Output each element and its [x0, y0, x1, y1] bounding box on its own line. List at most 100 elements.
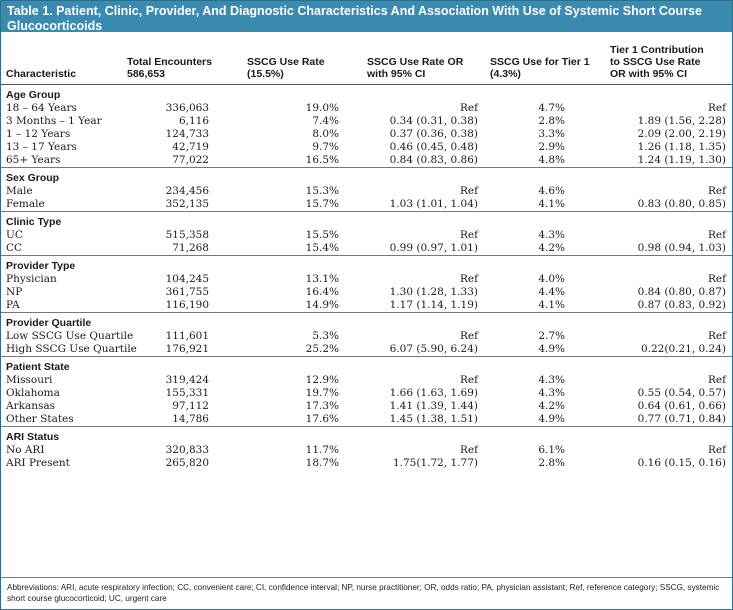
tier1-contribution-cell: 0.77 (0.71, 0.84)	[637, 412, 726, 425]
sscg-or-cell: 1.03 (1.01, 1.04)	[389, 197, 478, 210]
total-encounters-cell: 361,755	[165, 285, 209, 298]
tier1-use-cell: 6.1%	[538, 443, 565, 456]
row-label: PA	[6, 298, 20, 311]
sscg-or-cell: 1.75(1.72, 1.77)	[392, 456, 478, 469]
tier1-use-cell: 2.9%	[538, 140, 565, 153]
sscg-or-cell: 1.17 (1.14, 1.19)	[389, 298, 478, 311]
table-row: Arkansas 97,112 17.3% 1.41 (1.39, 1.44) 4.2%…	[1, 400, 732, 413]
table-row: Oklahoma 155,331 19.7% 1.66 (1.63, 1.69) 4.3…	[1, 387, 732, 400]
sscg-or-cell: Ref	[459, 272, 478, 285]
total-encounters-cell: 176,921	[165, 342, 209, 355]
tier1-contribution-cell: 0.83 (0.80, 0.85)	[637, 197, 726, 210]
table-row: 18 – 64 Years 336,063 19.0% Ref 4.7% Ref	[1, 102, 732, 115]
tier1-use-cell: 2.8%	[538, 114, 565, 127]
row-label: 13 – 17 Years	[6, 140, 77, 153]
sscg-or-cell: Ref	[459, 184, 478, 197]
tier1-contribution-cell: Ref	[707, 329, 726, 342]
sscg-or-cell: 0.37 (0.36, 0.38)	[389, 127, 478, 140]
tier1-contribution-cell: 0.98 (0.94, 1.03)	[637, 241, 726, 254]
table-row: Female 352,135 15.7% 1.03 (1.01, 1.04) 4.1% 0…	[1, 198, 732, 212]
total-encounters-cell: 265,820	[165, 456, 209, 469]
row-label: No ARI	[6, 443, 45, 456]
table-row: 3 Months – 1 Year 6,116 7.4% 0.34 (0.31, 0.…	[1, 115, 732, 128]
total-encounters-cell: 515,358	[165, 228, 209, 241]
total-encounters-cell: 116,190	[165, 298, 209, 311]
row-label: CC	[6, 241, 23, 254]
sscg-use-rate-cell: 14.9%	[305, 298, 339, 311]
group-header-row: ARI Status	[1, 425, 732, 444]
row-label: Low SSCG Use Quartile	[6, 329, 134, 342]
row-label: Female	[6, 197, 45, 210]
total-encounters-cell: 319,424	[165, 373, 209, 386]
tier1-contribution-cell: Ref	[707, 228, 726, 241]
header-sscg-use-rate: SSCG Use Rate (15.5%)	[242, 32, 362, 85]
total-encounters-cell: 14,786	[172, 412, 209, 425]
sscg-use-rate-cell: 9.7%	[312, 140, 339, 153]
group-header-row: Sex Group	[1, 166, 732, 185]
group-header-row: Patient State	[1, 355, 732, 374]
row-label: Physician	[6, 272, 57, 285]
sscg-or-cell: 1.41 (1.39, 1.44)	[389, 399, 478, 412]
table-row: Physician 104,245 13.1% Ref 4.0% Ref	[1, 273, 732, 286]
row-label: UC	[6, 228, 23, 241]
sscg-use-rate-cell: 16.5%	[305, 153, 339, 166]
total-encounters-cell: 336,063	[165, 101, 209, 114]
tier1-contribution-cell: 0.87 (0.83, 0.92)	[637, 298, 726, 311]
row-label: Male	[6, 184, 33, 197]
sscg-use-rate-cell: 7.4%	[312, 114, 339, 127]
sscg-use-rate-cell: 17.3%	[305, 399, 339, 412]
sscg-or-cell: Ref	[459, 443, 478, 456]
tier1-contribution-cell: Ref	[707, 184, 726, 197]
sscg-use-rate-cell: 11.7%	[305, 443, 339, 456]
tier1-use-cell: 4.4%	[538, 285, 565, 298]
tier1-use-cell: 4.3%	[538, 373, 565, 386]
group-header-row: Age Group	[1, 84, 732, 102]
row-label: High SSCG Use Quartile	[6, 342, 137, 355]
row-label: Other States	[6, 412, 74, 425]
row-label: Oklahoma	[6, 386, 60, 399]
table-row: 1 – 12 Years 124,733 8.0% 0.37 (0.36, 0.38)…	[1, 128, 732, 141]
row-label: 3 Months – 1 Year	[6, 114, 102, 127]
tier1-contribution-cell: Ref	[707, 373, 726, 386]
sscg-or-cell: 0.84 (0.83, 0.86)	[389, 153, 478, 166]
sscg-or-cell: 1.45 (1.38, 1.51)	[389, 412, 478, 425]
sscg-use-rate-cell: 17.6%	[305, 412, 339, 425]
sscg-or-cell: 6.07 (5.90, 6.24)	[389, 342, 478, 355]
sscg-or-cell: Ref	[459, 228, 478, 241]
tier1-contribution-cell: 0.84 (0.80, 0.87)	[637, 285, 726, 298]
group-name: Provider Quartile	[1, 311, 732, 330]
sscg-use-rate-cell: 18.7%	[305, 456, 339, 469]
group-name: Provider Type	[1, 254, 732, 273]
header-total-encounters: Total Encounters 586,653	[122, 32, 242, 85]
row-label: Missouri	[6, 373, 53, 386]
sscg-or-cell: 1.66 (1.63, 1.69)	[389, 386, 478, 399]
sscg-use-rate-cell: 15.7%	[305, 197, 339, 210]
tier1-use-cell: 4.1%	[538, 197, 565, 210]
tier1-contribution-cell: 1.24 (1.19, 1.30)	[637, 153, 726, 166]
tier1-use-cell: 3.3%	[538, 127, 565, 140]
sscg-use-rate-cell: 19.0%	[305, 101, 339, 114]
sscg-or-cell: Ref	[459, 101, 478, 114]
group-header-row: Clinic Type	[1, 210, 732, 229]
characteristics-table: Characteristic Total Encounters 586,653 S…	[1, 32, 732, 474]
tier1-use-cell: 4.0%	[538, 272, 565, 285]
header-tier1-contribution: Tier 1 Contribution to SSCG Use Rate OR wi…	[605, 32, 732, 85]
table-row: Other States 14,786 17.6% 1.45 (1.38, 1.51)…	[1, 413, 732, 427]
sscg-or-cell: 0.46 (0.45, 0.48)	[389, 140, 478, 153]
table-body: Age Group 18 – 64 Years 336,063 19.0% Ref 4.7…	[1, 84, 732, 474]
tier1-contribution-cell: 1.89 (1.56, 2.28)	[637, 114, 726, 127]
total-encounters-cell: 124,733	[165, 127, 209, 140]
sscg-or-cell: 1.30 (1.28, 1.33)	[389, 285, 478, 298]
tier1-use-cell: 4.9%	[538, 412, 565, 425]
tier1-use-cell: 4.3%	[538, 386, 565, 399]
group-name: Clinic Type	[1, 210, 732, 229]
table-row: 65+ Years 77,022 16.5% 0.84 (0.83, 0.86) 4.8…	[1, 154, 732, 168]
table-row: No ARI 320,833 11.7% Ref 6.1% Ref	[1, 444, 732, 457]
table-row: PA 116,190 14.9% 1.17 (1.14, 1.19) 4.1% 0.87 …	[1, 299, 732, 313]
tier1-contribution-cell: 0.16 (0.15, 0.16)	[637, 456, 726, 469]
tier1-contribution-cell: Ref	[707, 101, 726, 114]
table-title: Table 1. Patient, Clinic, Provider, And …	[1, 1, 732, 33]
total-encounters-cell: 104,245	[165, 272, 209, 285]
table-row: Male 234,456 15.3% Ref 4.6% Ref	[1, 185, 732, 198]
